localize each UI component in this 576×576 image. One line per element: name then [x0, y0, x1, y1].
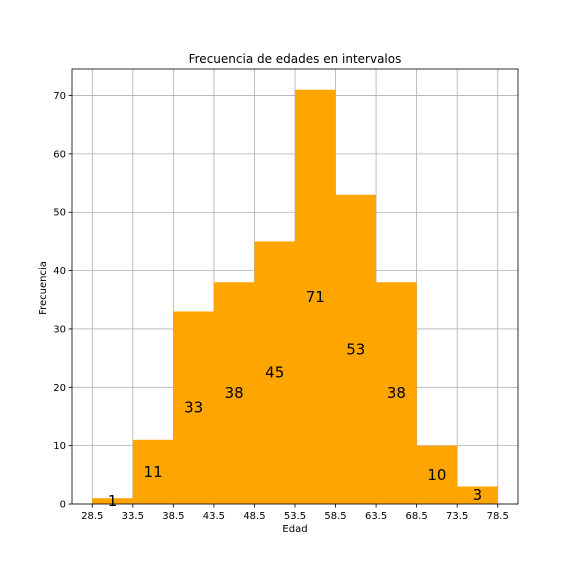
x-tick-label: 48.5: [243, 511, 265, 522]
y-axis-label: Frecuencia: [38, 261, 49, 315]
x-axis-label: Edad: [282, 524, 307, 535]
bar: [254, 241, 295, 504]
x-tick-label: 28.5: [81, 511, 103, 522]
y-tick-label: 50: [53, 208, 66, 219]
axes: 28.5 33.5 38.5 43.5 48.5 53.5 58.5 63.5 68.5 73.5…: [53, 68, 519, 522]
bar: [173, 311, 214, 504]
x-tick-label: 38.5: [162, 511, 184, 522]
bar-data-label: 3: [473, 486, 483, 504]
x-tick-label: 43.5: [203, 511, 225, 522]
bar: [132, 439, 174, 504]
x-tick-label: 53.5: [284, 511, 306, 522]
y-tick-label: 30: [53, 324, 66, 335]
bar: [457, 486, 498, 504]
bar: [213, 282, 255, 504]
bar-data-label: 33: [184, 399, 203, 417]
y-tick-label: 20: [53, 383, 66, 394]
y-tick-label: 60: [53, 149, 66, 160]
bar-data-label: 71: [306, 288, 325, 306]
x-tick-label: 63.5: [365, 511, 387, 522]
bar-data-label: 10: [427, 466, 446, 484]
x-tick-label: 58.5: [324, 511, 346, 522]
bar: [335, 194, 377, 505]
bar-data-label: 45: [265, 364, 284, 382]
bar-data-label: 38: [387, 384, 406, 402]
y-tick-label: 40: [53, 266, 66, 277]
bars: [92, 89, 498, 505]
x-tick-label: 73.5: [446, 511, 468, 522]
y-tick-label: 10: [53, 441, 66, 452]
bar-data-label: 53: [346, 340, 365, 358]
x-tick-label: 78.5: [487, 511, 509, 522]
y-tick-label: 70: [53, 91, 66, 102]
chart-title: Frecuencia de edades en intervalos: [189, 52, 402, 66]
bar-data-label: 38: [225, 384, 244, 402]
bar: [92, 498, 133, 504]
bar: [416, 445, 458, 504]
bar: [295, 89, 336, 504]
x-tick-label: 68.5: [406, 511, 428, 522]
bar-data-label: 11: [144, 463, 163, 481]
bar-data-label: 1: [108, 492, 118, 510]
y-tick-label: 0: [60, 500, 66, 511]
bar: [376, 282, 417, 504]
x-tick-label: 33.5: [122, 511, 144, 522]
